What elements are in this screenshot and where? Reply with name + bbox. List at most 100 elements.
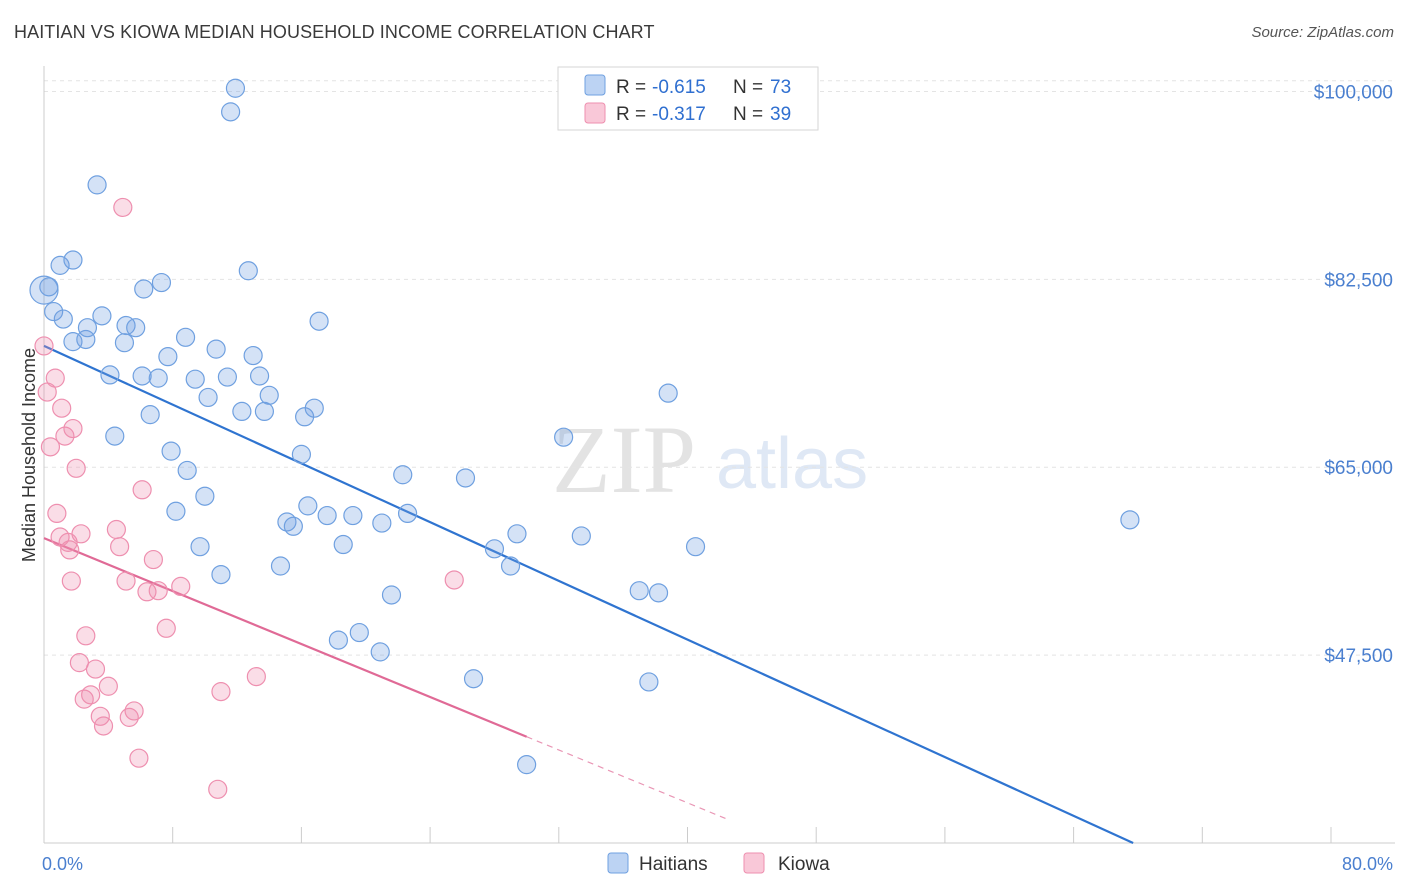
point-haitians	[190, 537, 210, 557]
stats-r-value-kiowa: -0.317	[652, 104, 706, 125]
axes	[43, 66, 1395, 844]
trend-lines	[43, 344, 1134, 845]
point-kiowa	[211, 682, 231, 702]
stats-n-value-haitians: 73	[770, 77, 791, 98]
stats-r-value-haitians: -0.615	[652, 77, 706, 98]
stats-n-value-kiowa: 39	[770, 104, 791, 125]
stats-legend-swatch-kiowa	[584, 102, 606, 124]
point-haitians	[317, 505, 337, 526]
point-kiowa	[116, 571, 136, 591]
point-kiowa	[98, 676, 118, 696]
y-tick-label: $65,000	[1324, 458, 1393, 479]
point-haitians	[44, 301, 64, 322]
point-kiowa	[40, 437, 61, 457]
point-haitians	[370, 642, 390, 662]
legend-label-kiowa: Kiowa	[778, 854, 830, 875]
legend-label-haitians: Haitians	[639, 854, 708, 875]
point-kiowa	[55, 426, 75, 446]
point-haitians	[225, 78, 246, 98]
point-kiowa	[61, 571, 81, 591]
x-tick-label-max: 80.0%	[1342, 854, 1393, 874]
x-tick-label-min: 0.0%	[42, 854, 83, 874]
point-haitians	[1120, 510, 1140, 530]
point-kiowa	[85, 659, 106, 679]
point-haitians	[92, 306, 112, 326]
point-haitians	[463, 669, 484, 689]
stats-n-label-kiowa: N =	[733, 104, 763, 125]
point-haitians	[166, 501, 186, 521]
point-haitians	[126, 318, 146, 338]
point-kiowa	[45, 368, 65, 388]
point-haitians	[484, 539, 505, 559]
point-haitians	[114, 333, 135, 353]
legend-swatch-haitians	[607, 852, 629, 874]
point-haitians	[158, 347, 178, 367]
point-haitians	[298, 496, 318, 516]
point-haitians	[206, 339, 226, 359]
watermark-atlas: atlas	[716, 424, 868, 504]
stats-legend-swatch-haitians	[584, 74, 606, 96]
point-haitians	[639, 672, 659, 692]
trend-line-extension-kiowa	[526, 736, 728, 820]
stats-r-label-haitians: R =	[616, 77, 646, 98]
point-haitians	[397, 503, 418, 524]
point-kiowa	[143, 549, 163, 570]
y-tick-label: $100,000	[1314, 82, 1393, 103]
point-haitians	[249, 366, 270, 386]
point-kiowa	[444, 570, 464, 590]
source-label: Source: ZipAtlas.com	[1251, 24, 1394, 41]
point-haitians	[177, 460, 197, 481]
data-points	[29, 78, 1140, 799]
point-haitians	[500, 556, 521, 576]
point-haitians	[343, 505, 363, 526]
point-kiowa	[66, 458, 86, 478]
point-kiowa	[171, 576, 191, 597]
point-haitians	[349, 622, 369, 643]
point-kiowa	[129, 748, 149, 768]
point-kiowa	[63, 418, 83, 439]
point-haitians	[238, 261, 258, 281]
point-kiowa	[246, 666, 266, 687]
point-haitians	[151, 272, 172, 293]
point-kiowa	[71, 524, 91, 544]
point-haitians	[243, 345, 263, 366]
point-haitians	[132, 366, 152, 386]
point-kiowa	[110, 537, 130, 557]
y-tick-label: $82,500	[1324, 270, 1393, 291]
point-haitians	[221, 102, 241, 122]
point-haitians	[328, 630, 349, 650]
point-haitians	[77, 318, 98, 338]
point-haitians	[685, 537, 706, 557]
y-axis-label: Median Household Income	[19, 348, 39, 562]
trend-line-haitians	[43, 344, 1134, 845]
point-kiowa	[47, 503, 67, 524]
bottom-legend: Haitians Kiowa	[607, 852, 830, 875]
point-haitians	[175, 327, 196, 347]
point-haitians	[554, 427, 574, 447]
point-haitians	[195, 486, 215, 506]
point-kiowa	[60, 540, 80, 560]
y-tick-labels: $100,000 $82,500 $65,000 $47,500	[1314, 82, 1393, 667]
point-haitians	[629, 581, 649, 601]
x-tick-labels: 0.0% 80.0%	[42, 854, 1393, 874]
point-haitians	[648, 583, 669, 603]
point-haitians	[53, 309, 73, 329]
point-kiowa	[106, 519, 126, 540]
point-haitians	[63, 250, 83, 270]
point-haitians	[134, 279, 154, 299]
point-kiowa	[124, 701, 144, 721]
point-haitians	[254, 401, 274, 422]
point-haitians	[381, 585, 402, 605]
point-haitians	[39, 277, 59, 297]
point-kiowa	[34, 336, 54, 356]
point-haitians	[455, 468, 476, 488]
point-haitians	[100, 365, 120, 385]
point-kiowa	[93, 716, 114, 736]
legend-swatch-kiowa	[743, 852, 765, 874]
point-haitians	[232, 401, 252, 422]
watermark: ZIP atlas	[552, 406, 868, 513]
point-kiowa	[52, 398, 72, 418]
point-kiowa	[208, 779, 228, 799]
point-kiowa	[81, 685, 101, 705]
